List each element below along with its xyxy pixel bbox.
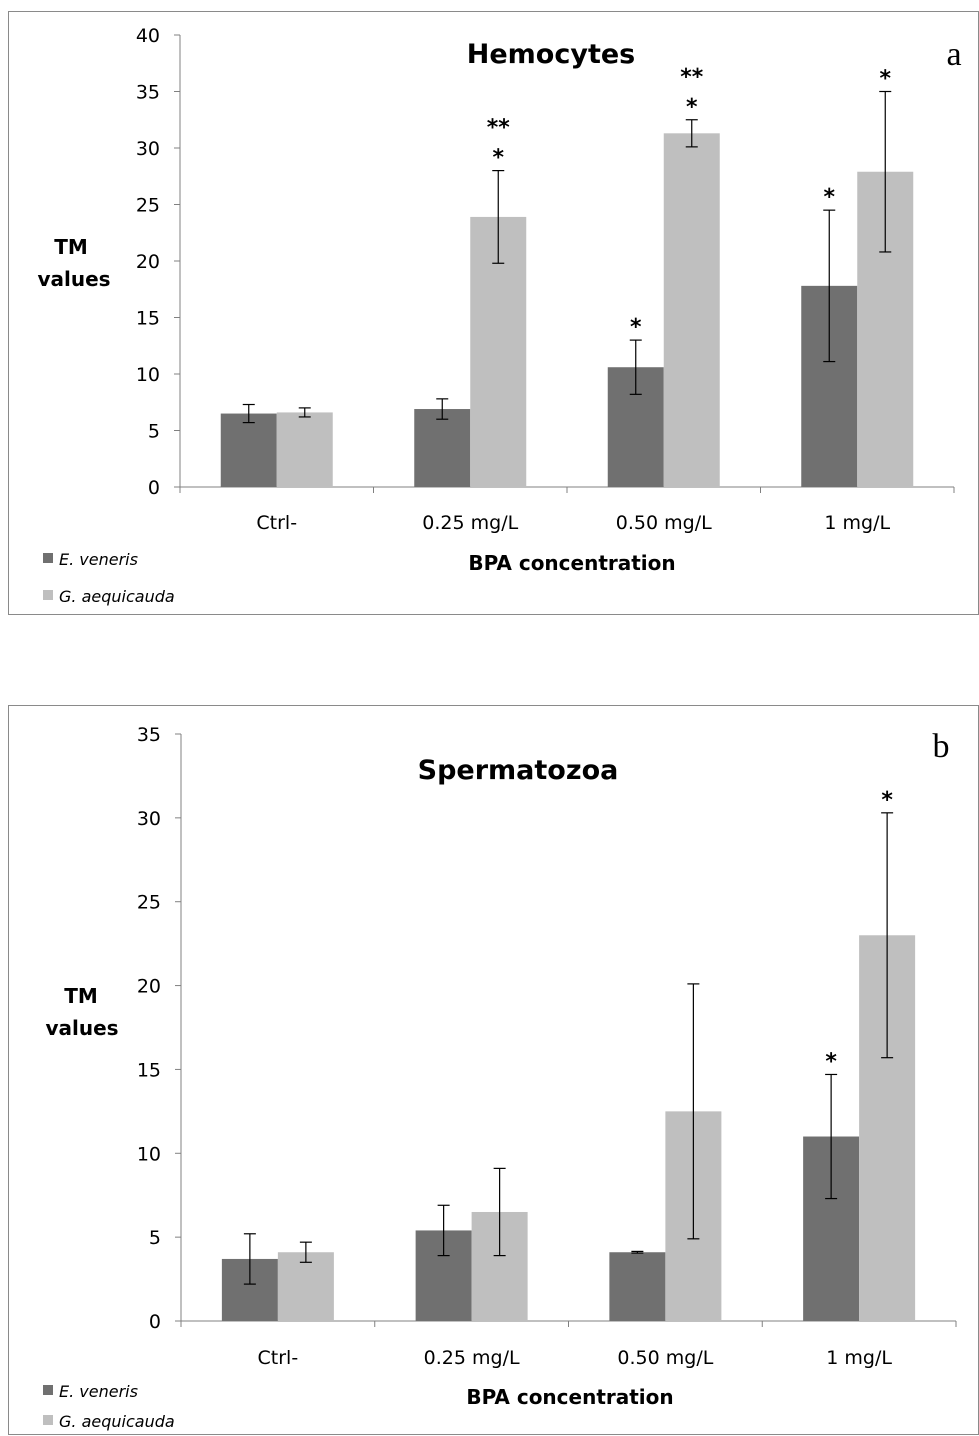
chart-panel-spermatozoa: Spermatozoa b TM values BPA concentratio…: [8, 705, 979, 1435]
x-tick-label: Ctrl-: [258, 1347, 299, 1369]
x-axis-label: BPA concentration: [466, 1385, 673, 1409]
y-tick-label: 0: [149, 1311, 161, 1333]
bar: [663, 133, 720, 487]
significance-marker: *: [825, 1049, 837, 1074]
y-tick-label: 20: [137, 976, 161, 998]
y-tick-label: 30: [137, 808, 161, 830]
significance-marker: *: [630, 315, 642, 340]
plot-area: 0 5 10 15 20 25 30 35 Ctrl- 0.25 mg/L 0.50 mg/L 1 m…: [137, 724, 957, 1369]
bar: [414, 409, 471, 487]
significance-marker: *: [879, 67, 891, 92]
y-tick-label: 30: [136, 138, 160, 160]
legend-label-e-veneris: E. veneris: [59, 1382, 138, 1401]
y-tick-label: 25: [136, 195, 160, 217]
y-tick-label: 20: [136, 251, 160, 273]
x-tick-label: 0.25 mg/L: [422, 512, 518, 534]
y-axis-label-line-2: values: [37, 267, 110, 291]
significance-marker: *: [686, 95, 698, 120]
y-tick-label: 5: [148, 421, 160, 443]
y-tick-label: 15: [137, 1059, 161, 1081]
chart-title: Hemocytes: [467, 39, 636, 70]
y-tick-label: 15: [136, 308, 160, 330]
panel-label: a: [946, 36, 961, 73]
y-axis-label-line-2: values: [45, 1016, 118, 1040]
significance-marker: **: [487, 116, 511, 141]
legend-swatch-g-aequicauda: [43, 1415, 53, 1425]
significance-marker: **: [680, 65, 704, 90]
plot-area: 0 5 10 15 20 25 30 35 40 Ctrl- 0.25 mg/L 0.50 mg/L 1…: [136, 25, 955, 534]
y-tick-label: 0: [148, 477, 160, 499]
y-tick-label: 40: [136, 25, 160, 47]
x-tick-label: Ctrl-: [256, 512, 297, 534]
y-axis-label-line-1: TM: [64, 984, 98, 1008]
significance-marker: *: [492, 146, 504, 171]
y-tick-label: 10: [137, 1143, 161, 1165]
legend-label-g-aequicauda: G. aequicauda: [59, 1412, 175, 1431]
x-tick-label: 0.25 mg/L: [424, 1347, 520, 1369]
x-tick-label: 0.50 mg/L: [616, 512, 712, 534]
legend-swatch-g-aequicauda: [43, 590, 53, 600]
y-tick-label: 25: [137, 892, 161, 914]
panel-label: b: [933, 728, 950, 765]
x-axis-label: BPA concentration: [468, 551, 675, 575]
chart-svg-hemocytes: Hemocytes a TM values BPA concentration …: [37, 25, 961, 606]
legend-swatch-e-veneris: [43, 1385, 53, 1395]
bar: [220, 413, 277, 487]
significance-marker: *: [823, 185, 835, 210]
x-tick-label: 0.50 mg/L: [617, 1347, 713, 1369]
bar: [276, 412, 333, 487]
bar: [277, 1252, 334, 1321]
x-tick-label: 1 mg/L: [824, 512, 890, 534]
legend-swatch-e-veneris: [43, 553, 53, 563]
y-axis-label-line-1: TM: [54, 235, 88, 259]
chart-panel-hemocytes: Hemocytes a TM values BPA concentration …: [8, 11, 979, 615]
legend-label-g-aequicauda: G. aequicauda: [59, 587, 175, 606]
significance-marker: *: [881, 788, 893, 813]
chart-title: Spermatozoa: [418, 755, 619, 786]
legend-label-e-veneris: E. veneris: [59, 550, 138, 569]
y-tick-label: 10: [136, 364, 160, 386]
bar: [609, 1252, 666, 1321]
y-tick-label: 35: [136, 82, 160, 104]
chart-svg-spermatozoa: Spermatozoa b TM values BPA concentratio…: [43, 724, 957, 1431]
y-tick-label: 35: [137, 724, 161, 746]
x-tick-label: 1 mg/L: [826, 1347, 892, 1369]
y-tick-label: 5: [149, 1227, 161, 1249]
